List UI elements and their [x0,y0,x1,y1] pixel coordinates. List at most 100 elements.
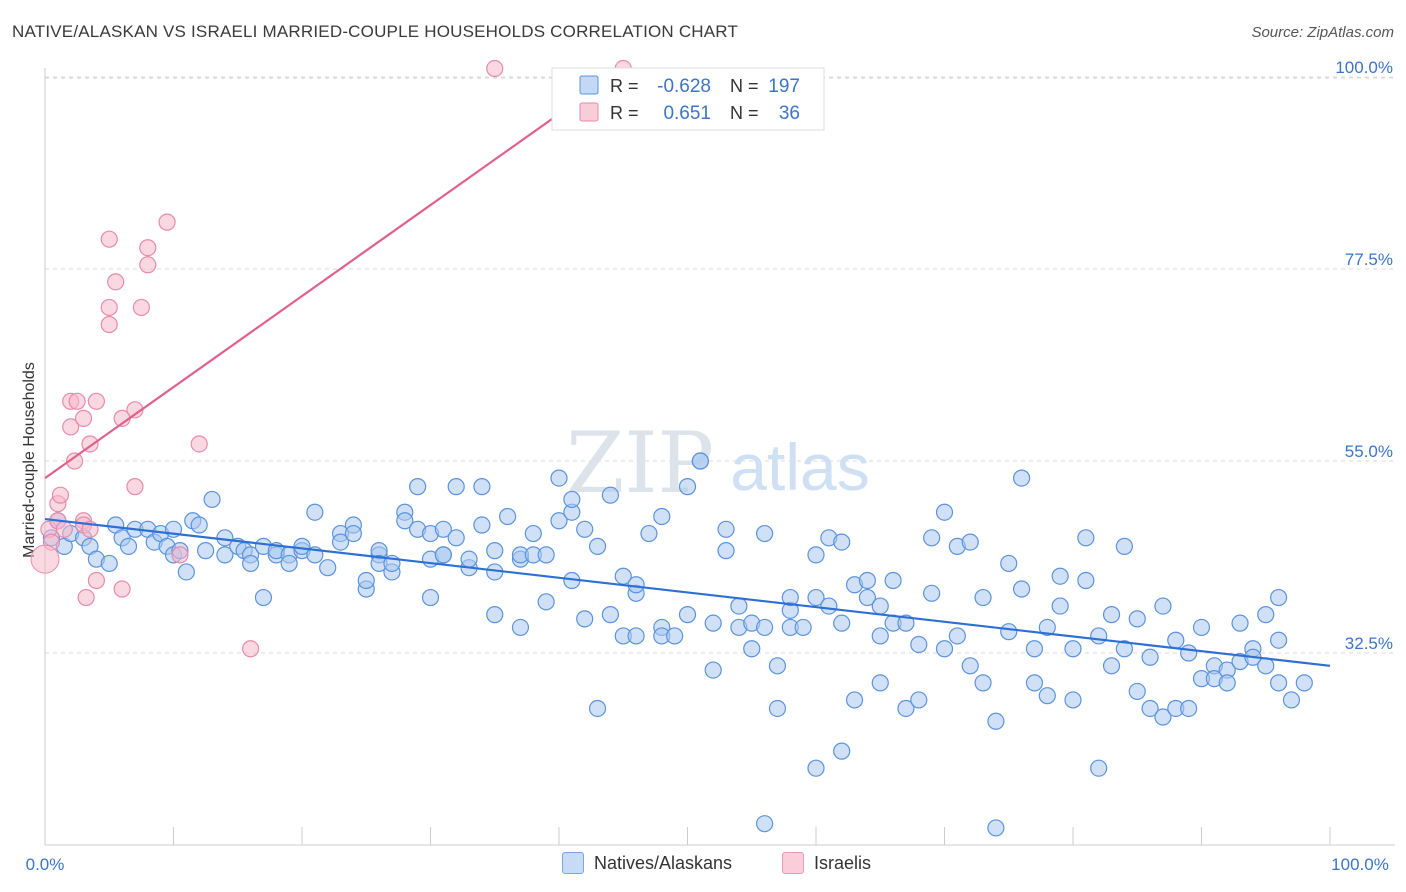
native-point [1077,529,1095,547]
native-point [1180,644,1198,662]
native-point [1269,588,1288,607]
native-point [884,571,902,590]
y-tick-label: 77.5% [1345,250,1393,269]
native-point [704,661,722,679]
native-point [807,588,825,607]
native-point [550,512,568,530]
native-point [871,627,889,645]
native-point [447,478,465,496]
native-point [666,627,684,645]
legend-swatch-natives [562,852,584,874]
native-point [627,576,645,594]
native-point [1012,469,1031,487]
israeli-point [158,213,176,231]
native-point [730,597,748,615]
legend-swatch-israelis [782,852,804,874]
native-point [344,524,362,543]
native-point [563,490,581,509]
native-point [511,618,530,637]
israeli-point [242,640,260,658]
native-point [1090,759,1108,777]
stats-swatch-natives [579,75,599,95]
native-point [1282,691,1301,709]
stats-n-value: 36 [779,103,800,124]
native-point [1051,567,1069,585]
native-point [755,524,774,543]
native-point [1051,597,1069,615]
israeli-point [107,273,125,291]
native-point [871,597,889,615]
native-point [486,606,504,624]
native-point [1000,623,1018,641]
native-point [550,469,568,487]
israeli-point [87,571,106,590]
native-point [537,546,555,564]
native-point [588,699,607,718]
israeli-point [77,588,95,607]
native-point [100,554,118,573]
native-point [447,529,465,547]
native-point [910,635,928,654]
native-point [499,507,517,526]
native-point [331,533,350,551]
legend-label-israelis: Israelis [814,852,872,873]
native-point [177,563,195,581]
israeli-point [171,546,189,564]
native-point [807,759,825,777]
native-point [1231,614,1249,632]
native-point [254,588,273,607]
native-point [820,597,838,615]
native-point [1025,640,1044,658]
native-point [948,627,966,645]
native-point [293,537,311,555]
native-point [1064,691,1082,709]
native-point [421,588,440,607]
chart-title: NATIVE/ALASKAN VS ISRAELI MARRIED-COUPLE… [12,22,739,41]
native-point [845,691,864,709]
native-point [678,606,697,624]
bottom-legend: Natives/Alaskans Israelis [0,852,1406,878]
native-point [197,542,215,560]
native-point [974,674,992,692]
native-point [537,593,555,611]
native-point [935,640,954,658]
israeli-point [126,478,144,496]
israeli-point [55,520,73,538]
native-point [1154,597,1172,615]
native-point [1102,606,1121,624]
native-point [935,503,954,521]
native-point [1192,618,1211,637]
native-point [781,588,799,607]
israeli-point [132,298,150,317]
legend-item-natives: Natives/Alaskans [562,852,732,874]
native-point [1115,537,1134,555]
native-point [1141,648,1159,666]
native-point [434,546,452,564]
native-point [601,606,620,624]
native-point [1141,699,1159,718]
native-point [409,478,427,496]
native-point [833,533,851,551]
stats-r-label: R = [610,103,639,123]
native-point [357,571,375,590]
native-point [794,618,812,637]
native-point [768,657,787,675]
native-point [190,516,208,534]
native-point [1218,674,1236,692]
israeli-point [62,418,80,436]
native-point [1090,627,1108,645]
israeli-point [100,315,118,334]
native-point [1102,657,1121,675]
y-tick-label: 55.0% [1345,442,1393,461]
native-point [216,546,234,564]
native-point [640,524,658,543]
native-point [1115,640,1134,658]
native-point [1269,631,1288,649]
native-point [897,699,915,718]
native-point [486,542,504,560]
native-point [1257,606,1275,624]
native-point [524,524,542,543]
native-point [897,614,915,632]
stats-r-label: R = [610,76,639,96]
native-point [434,520,452,538]
